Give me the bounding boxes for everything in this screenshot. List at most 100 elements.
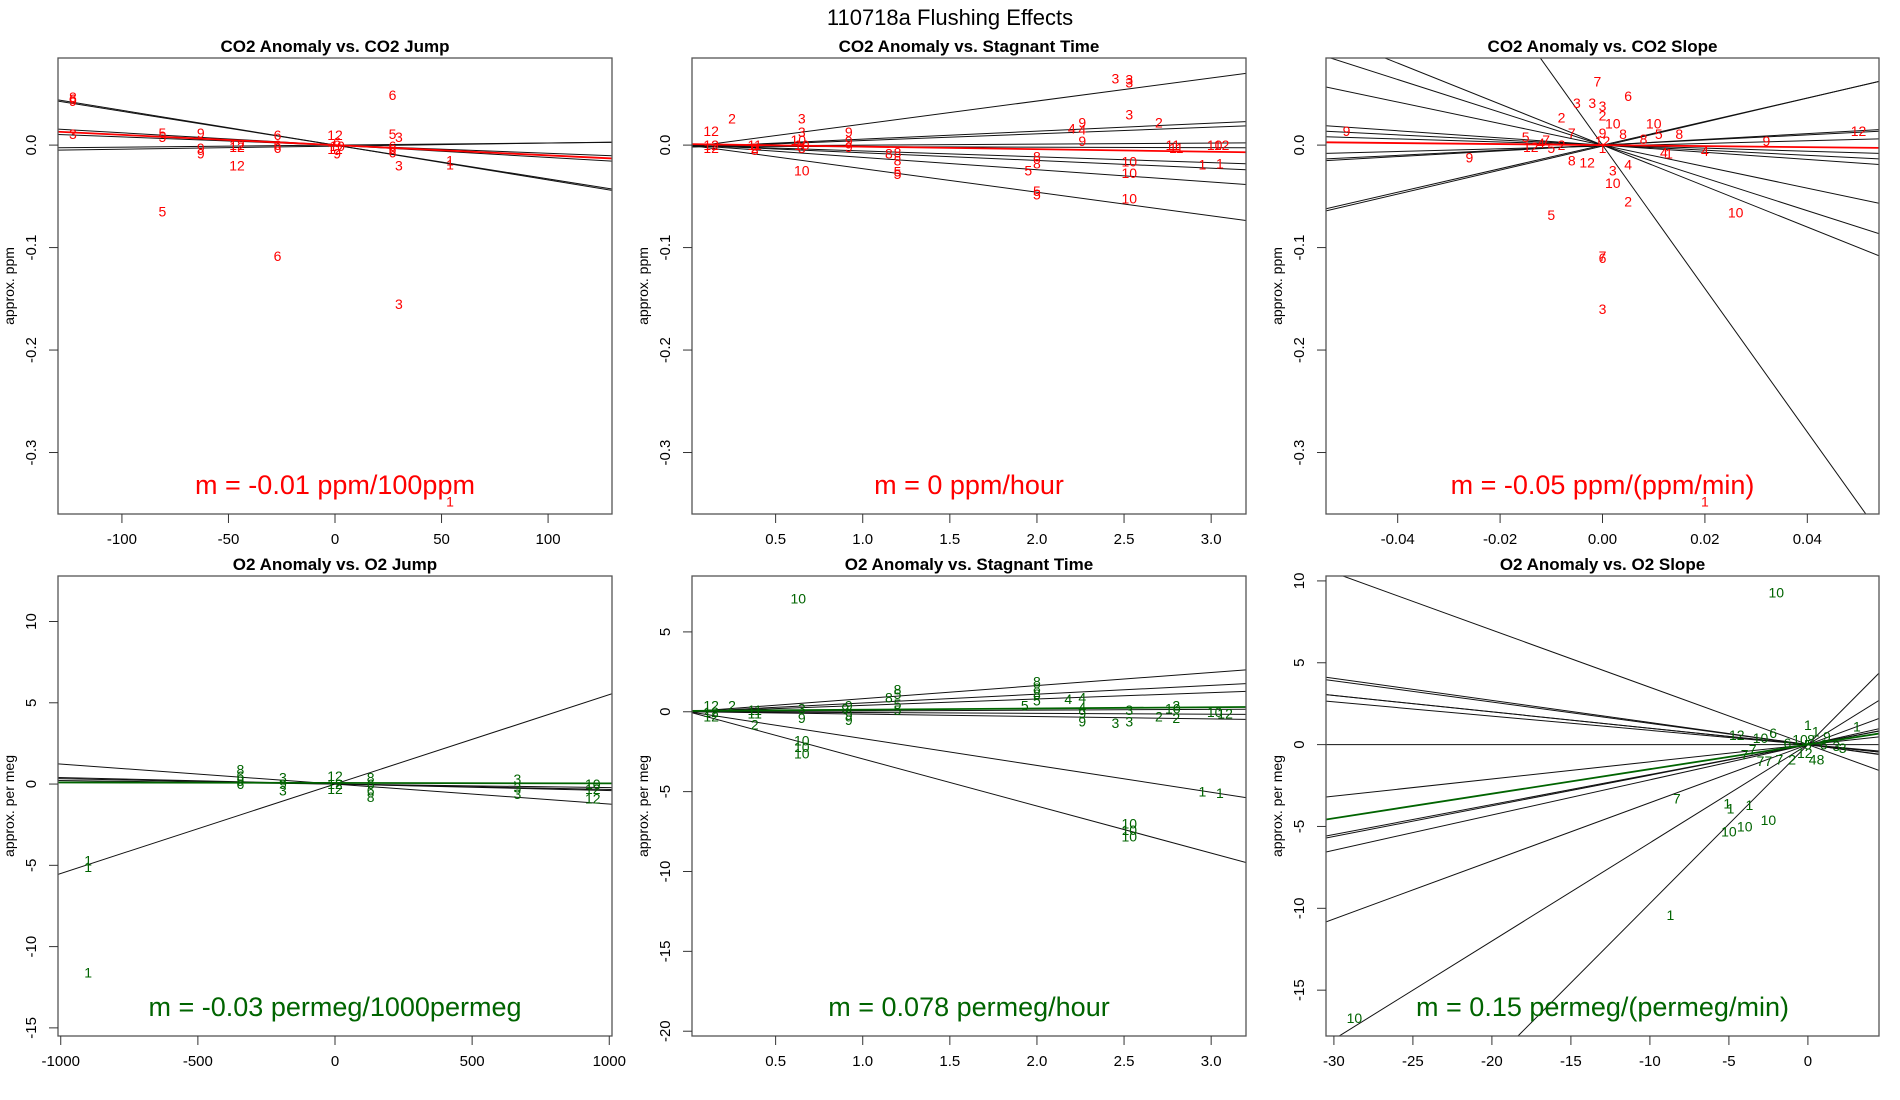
data-point-label: 8 xyxy=(1033,673,1041,689)
data-point-label: 4 xyxy=(1068,121,1076,137)
plot-frame xyxy=(691,575,1247,1037)
panel-title: O2 Anomaly vs. O2 Jump xyxy=(233,555,437,574)
x-tick-label: 100 xyxy=(536,531,561,548)
slope-annotation: m = -0.03 permeg/1000permeg xyxy=(149,992,522,1022)
data-point-label: 1 xyxy=(1853,719,1861,735)
data-point-label: 2 xyxy=(1558,137,1566,153)
data-point-label: 6 xyxy=(389,138,397,154)
data-point-label: 10 xyxy=(1207,137,1223,153)
data-point-label: 7 xyxy=(1741,746,1749,762)
data-point-label: 4 xyxy=(1624,157,1632,173)
plot-frame xyxy=(1325,575,1880,1037)
data-point-label: 12 xyxy=(327,141,343,157)
data-point-label: 3 xyxy=(1588,95,1596,111)
x-tick-label: -10 xyxy=(1639,1053,1661,1070)
data-point-label: 4 xyxy=(1064,691,1072,707)
data-point-label: 10 xyxy=(1121,153,1137,169)
y-tick-label: -15 xyxy=(657,941,674,963)
data-point-label: 3 xyxy=(1125,106,1133,122)
data-point-label: 11 xyxy=(1166,137,1181,153)
data-point-label: 10 xyxy=(794,733,810,749)
plot-frame xyxy=(691,57,1247,515)
panel-title: O2 Anomaly vs. Stagnant Time xyxy=(845,555,1093,574)
data-point-label: 5 xyxy=(1024,163,1032,179)
panel-title: CO2 Anomaly vs. Stagnant Time xyxy=(839,37,1100,56)
x-tick-label: -100 xyxy=(107,531,137,548)
data-point-label: 8 xyxy=(885,689,893,705)
data-point-label: 3 xyxy=(69,126,77,142)
data-point-label: 12 xyxy=(1214,137,1230,153)
data-point-label: 10 xyxy=(794,739,810,755)
data-point-label: 9 xyxy=(1465,149,1473,165)
data-point-label: 10 xyxy=(1728,205,1744,221)
data-point-label: 5 xyxy=(1033,186,1041,202)
overall-fit-line xyxy=(1326,732,1879,821)
data-point-label: 10 xyxy=(329,138,345,154)
data-point-label: 6 xyxy=(274,137,282,153)
x-tick-label: -30 xyxy=(1323,1053,1345,1070)
fit-line xyxy=(58,141,612,151)
x-tick-label: -25 xyxy=(1402,1053,1424,1070)
y-tick-label: 0.0 xyxy=(657,135,674,156)
data-point-label: 8 xyxy=(1033,680,1041,696)
data-point-label: 9 xyxy=(279,776,287,792)
y-axis-label: approx. per meg xyxy=(635,755,651,857)
x-tick-label: 2.5 xyxy=(1114,531,1135,548)
fit-line xyxy=(692,145,1246,149)
figure-title: 110718a Flushing Effects xyxy=(827,5,1073,30)
data-point-label: 6 xyxy=(236,776,244,792)
data-point-label: 10 xyxy=(1605,175,1621,191)
x-tick-label: -20 xyxy=(1481,1053,1503,1070)
data-point-label: 12 xyxy=(1851,123,1867,139)
overall-fit-line xyxy=(692,143,1246,154)
fit-line xyxy=(692,683,1246,713)
x-tick-label: 50 xyxy=(433,531,450,548)
data-point-label: 5 xyxy=(159,125,167,141)
data-point-label: 12 xyxy=(229,137,245,153)
y-tick-label: -20 xyxy=(657,1020,674,1042)
data-point-label: 4 xyxy=(1078,122,1086,138)
data-point-label: 8 xyxy=(1033,156,1041,172)
data-point-label: 8 xyxy=(367,789,375,805)
data-point-label: 6 xyxy=(333,134,341,150)
data-point-label: 3 xyxy=(798,140,806,156)
overall-fit-line xyxy=(692,706,1246,712)
data-point-label: 3 xyxy=(1599,98,1607,114)
data-point-label: 1 xyxy=(1665,145,1673,161)
data-point-label: 12 xyxy=(703,140,719,156)
data-point-label: 11 xyxy=(747,705,762,721)
y-tick-label: 10 xyxy=(1291,573,1308,590)
slope-annotation: m = -0.05 ppm/(ppm/min) xyxy=(1451,470,1755,500)
data-point-label: 3 xyxy=(279,783,287,799)
data-point-label: 2 xyxy=(751,717,759,733)
fit-line xyxy=(1517,672,1879,1036)
data-point-label: 1 xyxy=(446,157,454,173)
data-point-label: 6 xyxy=(274,127,282,143)
y-tick-label: -0.3 xyxy=(23,440,40,466)
data-point-label: 3 xyxy=(1125,702,1133,718)
fit-line xyxy=(1326,694,1879,753)
data-point-label: 2 xyxy=(1155,115,1163,131)
data-point-label: 8 xyxy=(1568,152,1576,168)
data-point-label: 3 xyxy=(1839,740,1847,756)
data-point-label: 1 xyxy=(1804,717,1812,733)
data-point-label: 9 xyxy=(333,145,341,161)
y-tick-label: -10 xyxy=(657,861,674,883)
data-point-label: 12 xyxy=(229,158,245,174)
data-point-label: 2 xyxy=(728,697,736,713)
data-point-label: 8 xyxy=(1640,131,1648,147)
y-axis-label: approx. ppm xyxy=(1,247,17,325)
data-point-label: 8 xyxy=(1817,751,1825,767)
fit-line xyxy=(692,711,1246,715)
data-point-label: 5 xyxy=(159,204,167,220)
data-point-label: 12 xyxy=(1579,155,1595,171)
x-tick-label: 3.0 xyxy=(1201,531,1222,548)
data-point-label: 6 xyxy=(1769,725,1777,741)
data-point-label: 8 xyxy=(236,761,244,777)
data-point-label: 3 xyxy=(1125,72,1133,88)
data-point-label: 10 xyxy=(1121,190,1137,206)
